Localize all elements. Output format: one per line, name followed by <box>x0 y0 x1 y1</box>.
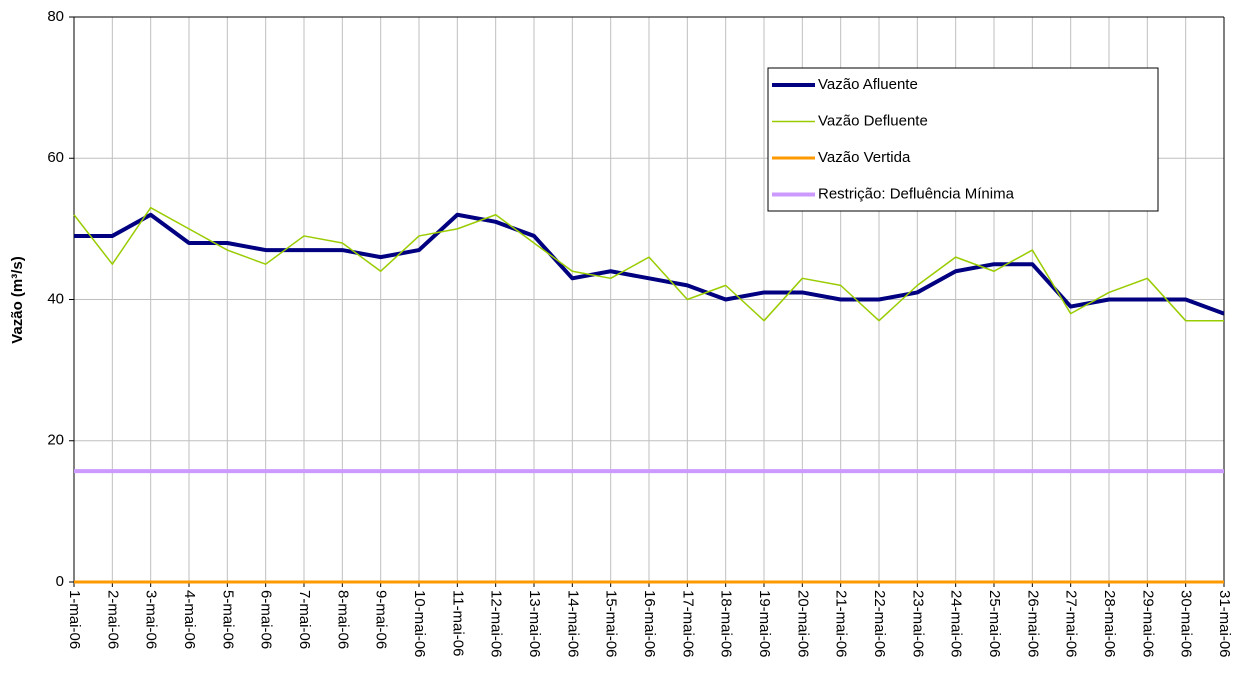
x-tick-label: 8-mai-06 <box>334 590 351 649</box>
x-tick-label: 9-mai-06 <box>373 590 390 649</box>
x-tick-label: 19-mai-06 <box>756 590 773 658</box>
x-tick-label: 11-mai-06 <box>449 590 466 656</box>
x-tick-label: 16-mai-06 <box>641 590 658 658</box>
y-axis-label: Vazão (m³/s) <box>9 256 26 344</box>
x-tick-label: 2-mai-06 <box>104 590 121 649</box>
x-tick-label: 10-mai-06 <box>411 590 428 658</box>
series-line <box>74 212 1225 316</box>
y-tick-label: 60 <box>47 149 64 166</box>
y-tick-label: 20 <box>47 432 64 449</box>
legend-label: Restrição: Defluência Mínima <box>818 185 1015 202</box>
legend-label: Vazão Vertida <box>818 149 911 166</box>
legend-label: Vazão Afluente <box>818 76 918 93</box>
x-tick-label: 7-mai-06 <box>296 590 313 649</box>
x-tick-label: 29-mai-06 <box>1139 590 1156 658</box>
x-tick-label: 14-mai-06 <box>564 590 581 658</box>
x-tick-label: 18-mai-06 <box>718 590 735 658</box>
x-tick-label: 24-mai-06 <box>948 590 965 658</box>
x-tick-label: 1-mai-06 <box>66 590 83 649</box>
x-tick-label: 23-mai-06 <box>909 590 926 658</box>
y-tick-label: 40 <box>47 290 64 307</box>
x-tick-label: 26-mai-06 <box>1024 590 1041 658</box>
legend-box <box>767 67 1159 212</box>
x-tick-label: 17-mai-06 <box>679 590 696 658</box>
x-tick-label: 20-mai-06 <box>794 590 811 658</box>
legend-label: Vazão Defluente <box>818 112 928 129</box>
x-tick-label: 3-mai-06 <box>143 590 160 649</box>
x-tick-label: 15-mai-06 <box>603 590 620 658</box>
x-tick-label: 6-mai-06 <box>258 590 275 649</box>
x-tick-label: 5-mai-06 <box>219 590 236 649</box>
x-tick-label: 31-mai-06 <box>1216 590 1233 658</box>
x-tick-label: 12-mai-06 <box>488 590 505 658</box>
x-tick-label: 22-mai-06 <box>871 590 888 658</box>
x-tick-label: 21-mai-06 <box>833 590 850 658</box>
x-tick-label: 13-mai-06 <box>526 590 543 658</box>
y-tick-label: 80 <box>47 8 64 25</box>
x-tick-label: 30-mai-06 <box>1178 590 1195 658</box>
x-tick-label: 4-mai-06 <box>181 590 198 649</box>
x-tick-label: 28-mai-06 <box>1101 590 1118 658</box>
x-tick-label: 25-mai-06 <box>986 590 1003 658</box>
x-tick-label: 27-mai-06 <box>1063 590 1080 658</box>
series-line <box>73 206 1224 322</box>
y-tick-label: 0 <box>56 573 64 590</box>
